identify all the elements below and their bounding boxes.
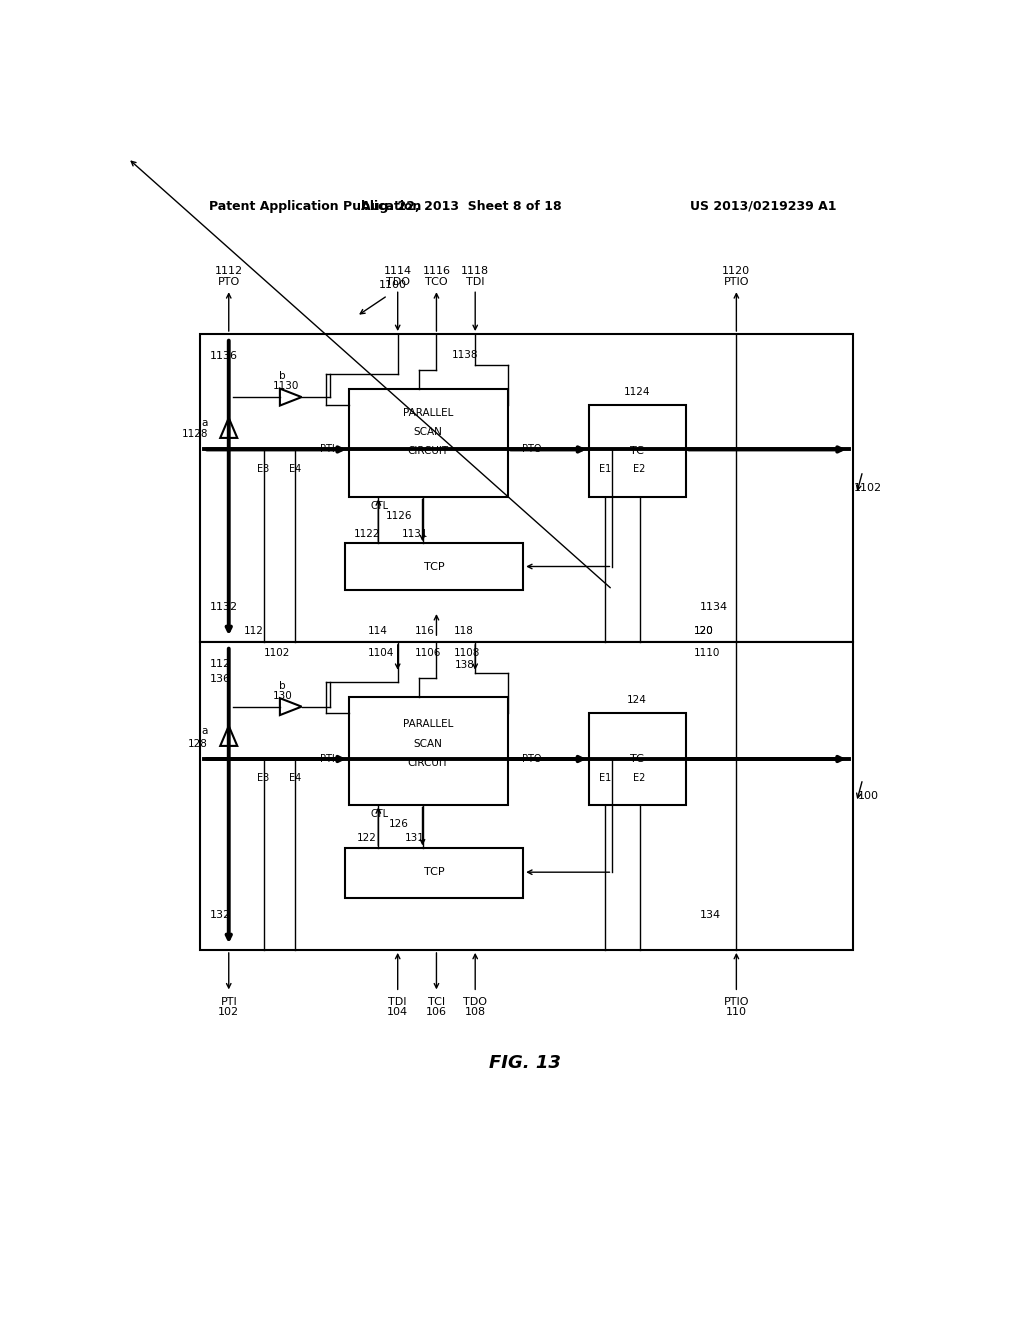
Text: 1131: 1131 (401, 529, 428, 539)
Text: 1134: 1134 (700, 602, 728, 612)
Text: 120: 120 (693, 626, 714, 636)
Text: 118: 118 (454, 626, 473, 636)
Text: a: a (202, 418, 208, 428)
Text: E3: E3 (257, 463, 269, 474)
Text: 1116: 1116 (423, 265, 451, 276)
Text: 1112: 1112 (215, 265, 243, 276)
Text: 1126: 1126 (386, 511, 413, 521)
Text: PTO: PTO (521, 754, 542, 764)
Text: E4: E4 (289, 463, 301, 474)
Text: Patent Application Publication: Patent Application Publication (209, 199, 422, 213)
Text: 114: 114 (369, 626, 388, 636)
Text: b: b (280, 681, 286, 690)
Text: 132: 132 (209, 911, 230, 920)
Text: PTIO: PTIO (724, 997, 750, 1007)
Text: 116: 116 (415, 626, 434, 636)
Text: CIRCUIT: CIRCUIT (408, 758, 449, 768)
Text: a: a (202, 726, 208, 737)
Text: 1120: 1120 (722, 265, 751, 276)
Text: 1106: 1106 (415, 648, 441, 657)
Text: E3: E3 (257, 774, 269, 783)
Text: 1110: 1110 (693, 648, 720, 657)
Text: 128: 128 (188, 739, 208, 748)
Text: CIRCUIT: CIRCUIT (408, 446, 449, 455)
Text: E1: E1 (598, 774, 610, 783)
Text: 126: 126 (389, 820, 410, 829)
Text: SCAN: SCAN (414, 426, 442, 437)
Bar (349, 697, 508, 805)
Text: 138: 138 (456, 660, 475, 671)
Text: TCP: TCP (424, 561, 444, 572)
Text: 1122: 1122 (353, 529, 380, 539)
Text: E2: E2 (633, 774, 646, 783)
Text: PTI: PTI (321, 445, 335, 454)
Text: E2: E2 (633, 463, 646, 474)
Text: 124: 124 (628, 696, 647, 705)
Bar (349, 389, 508, 498)
Text: 112: 112 (245, 626, 264, 636)
Text: b: b (280, 371, 286, 380)
Text: 1102: 1102 (854, 483, 883, 492)
Text: TC: TC (630, 446, 644, 455)
Bar (345, 847, 523, 898)
Text: PARALLEL: PARALLEL (402, 408, 453, 417)
Bar (200, 642, 853, 950)
Text: PTI: PTI (321, 754, 335, 764)
Text: 130: 130 (273, 690, 293, 701)
Text: 1132: 1132 (209, 602, 238, 612)
Text: PTIO: PTIO (724, 277, 750, 286)
Text: 1124: 1124 (624, 388, 650, 397)
Text: 110: 110 (726, 1007, 746, 1016)
Text: PTO: PTO (218, 277, 240, 286)
Text: TDI: TDI (388, 997, 407, 1007)
Text: TC: TC (630, 754, 644, 764)
Bar (589, 713, 686, 805)
Text: 1118: 1118 (461, 265, 489, 276)
Text: 1102: 1102 (263, 648, 290, 657)
Text: PARALLEL: PARALLEL (402, 719, 453, 730)
Text: PTI: PTI (220, 997, 238, 1007)
Text: 1108: 1108 (454, 648, 480, 657)
Text: US 2013/0219239 A1: US 2013/0219239 A1 (690, 199, 837, 213)
Text: CTL: CTL (371, 502, 389, 511)
Text: 112: 112 (209, 659, 230, 668)
Text: 100: 100 (858, 791, 879, 801)
Text: CTL: CTL (371, 809, 389, 820)
Bar (200, 334, 853, 642)
Text: E4: E4 (289, 774, 301, 783)
Bar (345, 544, 523, 590)
Text: TCI: TCI (428, 997, 445, 1007)
Text: 102: 102 (218, 1007, 240, 1016)
Text: SCAN: SCAN (414, 739, 442, 748)
Text: 108: 108 (465, 1007, 485, 1016)
Text: E1: E1 (598, 463, 610, 474)
Text: 1128: 1128 (181, 429, 208, 440)
Text: 136: 136 (209, 675, 230, 684)
Text: 1138: 1138 (452, 350, 478, 360)
Text: 122: 122 (356, 833, 377, 843)
Text: TCO: TCO (425, 277, 447, 286)
Text: 106: 106 (426, 1007, 446, 1016)
Text: 134: 134 (700, 911, 721, 920)
Text: 1114: 1114 (384, 265, 412, 276)
Text: FIG. 13: FIG. 13 (488, 1055, 561, 1072)
Text: TDI: TDI (466, 277, 484, 286)
Text: TCP: TCP (424, 867, 444, 878)
Text: Aug. 22, 2013  Sheet 8 of 18: Aug. 22, 2013 Sheet 8 of 18 (360, 199, 561, 213)
Text: 1130: 1130 (273, 381, 299, 391)
Text: 104: 104 (387, 1007, 409, 1016)
Text: TDO: TDO (463, 997, 487, 1007)
Text: 131: 131 (404, 833, 425, 843)
Text: 1136: 1136 (209, 351, 238, 360)
Text: 1100: 1100 (379, 280, 408, 290)
Text: TDO: TDO (386, 277, 410, 286)
Text: 1104: 1104 (369, 648, 394, 657)
Bar (589, 405, 686, 498)
Text: PTO: PTO (521, 445, 542, 454)
Text: 120: 120 (693, 626, 714, 636)
